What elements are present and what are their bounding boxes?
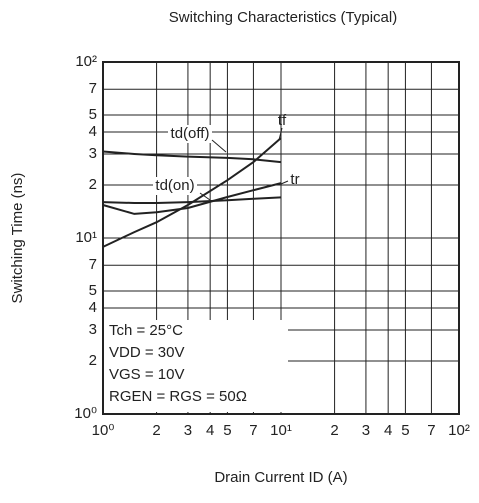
- curve: [102, 137, 282, 248]
- chart-title: Switching Characteristics (Typical): [169, 9, 397, 26]
- annotation: Tch = 25°C: [109, 322, 183, 339]
- y-tick-label: 10¹: [75, 229, 97, 246]
- leader-line: [199, 192, 211, 201]
- curve-label-bg: [168, 125, 212, 143]
- x-tick-label: 5: [401, 422, 409, 439]
- x-tick-label: 10²: [448, 422, 470, 439]
- curve-label: td(off): [171, 125, 210, 142]
- y-tick-label: 7: [89, 80, 97, 97]
- curve: [102, 182, 282, 215]
- annotations: Tch = 25°C VDD = 30V VGS = 10V RGEN = RGS =…: [109, 322, 247, 405]
- annotation-box: [104, 320, 288, 412]
- y-tick-label: 4: [89, 299, 97, 316]
- y-tick-label: 7: [89, 256, 97, 273]
- curve-label: tr: [290, 171, 299, 188]
- curve: [102, 150, 282, 164]
- y-axis-label: Switching Time (ns): [9, 173, 26, 304]
- x-tick-label: 4: [206, 422, 214, 439]
- x-tick-label: 7: [427, 422, 435, 439]
- leader-line: [278, 127, 283, 141]
- y-tick-label: 10⁰: [74, 405, 97, 422]
- x-tick-label: 2: [330, 422, 338, 439]
- y-tick-label: 3: [89, 145, 97, 162]
- x-tick-label: 4: [384, 422, 392, 439]
- y-tick-label: 10²: [75, 53, 97, 70]
- x-tick-label: 3: [362, 422, 370, 439]
- leader-line: [211, 139, 227, 153]
- y-tick-label: 5: [89, 106, 97, 123]
- x-tick-label: 10¹: [270, 422, 292, 439]
- y-tick-label: 4: [89, 123, 97, 140]
- x-tick-label: 7: [249, 422, 257, 439]
- x-tick-label: 2: [152, 422, 160, 439]
- annotation: VGS = 10V: [109, 366, 184, 383]
- x-axis-label: Drain Current ID (A): [214, 469, 347, 486]
- y-tick-label: 3: [89, 321, 97, 338]
- plot-frame: [102, 61, 460, 415]
- annotation: VDD = 30V: [109, 344, 184, 361]
- curve-label: tf: [278, 112, 287, 129]
- x-tick-label: 10⁰: [92, 422, 115, 439]
- curve-label-bg: [153, 177, 197, 195]
- curve-label: td(on): [155, 177, 194, 194]
- curves: td(off) tf td(on) tr: [102, 112, 300, 248]
- curve: [102, 196, 282, 204]
- y-tick-label: 2: [89, 352, 97, 369]
- y-tick-label: 2: [89, 176, 97, 193]
- y-tick-label: 5: [89, 282, 97, 299]
- leader-line: [280, 180, 289, 185]
- x-tick-label: 3: [184, 422, 192, 439]
- x-tick-label: 5: [223, 422, 231, 439]
- annotation: RGEN = RGS = 50Ω: [109, 388, 247, 405]
